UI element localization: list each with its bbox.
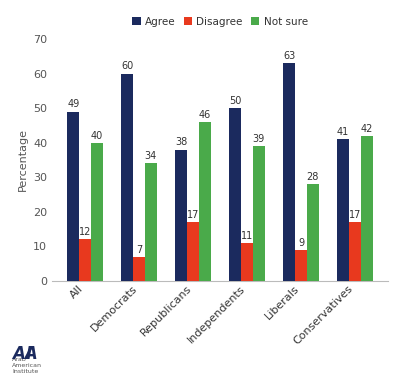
Text: 7: 7 (136, 245, 142, 255)
Text: AA: AA (12, 345, 38, 363)
Text: 34: 34 (145, 151, 157, 161)
Bar (229, 108, 241, 281)
Text: 41: 41 (337, 127, 349, 137)
Text: 39: 39 (253, 134, 265, 144)
Bar (241, 243, 253, 281)
Bar (349, 222, 361, 281)
Text: 63: 63 (283, 51, 295, 61)
Bar (361, 136, 373, 281)
Bar (79, 239, 91, 281)
Text: 49: 49 (67, 99, 79, 110)
Text: 60: 60 (121, 62, 133, 71)
Text: 40: 40 (91, 131, 103, 140)
Text: 46: 46 (199, 110, 211, 120)
Bar (307, 184, 319, 281)
Text: 38: 38 (175, 137, 187, 147)
Text: 17: 17 (349, 210, 361, 220)
Legend: Agree, Disagree, Not sure: Agree, Disagree, Not sure (128, 13, 312, 31)
Text: Arab
American
Institute: Arab American Institute (12, 357, 42, 374)
Text: I: I (26, 345, 32, 363)
Text: 17: 17 (187, 210, 199, 220)
Bar (187, 222, 199, 281)
Bar (67, 112, 79, 281)
Bar (295, 250, 307, 281)
Bar (121, 74, 133, 281)
Bar (337, 139, 349, 281)
Text: 42: 42 (361, 124, 373, 134)
Bar (133, 257, 145, 281)
Text: 9: 9 (298, 238, 304, 248)
Text: 50: 50 (229, 96, 241, 106)
Y-axis label: Percentage: Percentage (18, 128, 28, 191)
Bar (283, 63, 295, 281)
Bar (145, 163, 157, 281)
Bar (253, 146, 265, 281)
Bar (199, 122, 211, 281)
Bar (175, 149, 187, 281)
Text: 11: 11 (241, 231, 253, 241)
Text: 28: 28 (307, 172, 319, 182)
Bar (91, 143, 103, 281)
Text: 12: 12 (79, 227, 91, 237)
